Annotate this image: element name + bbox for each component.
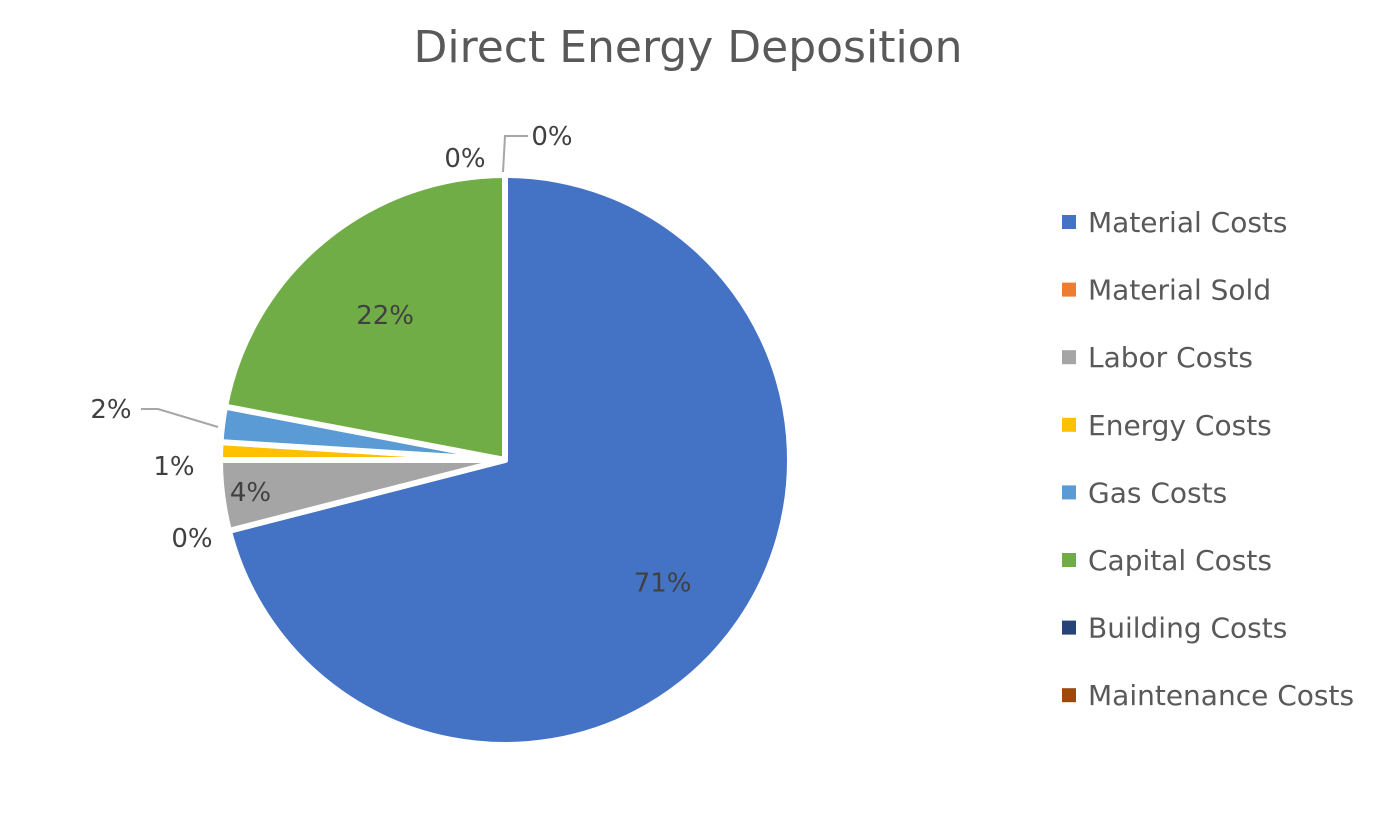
legend-swatch-gas-costs [1062, 485, 1076, 500]
legend-swatch-maintenance-costs [1062, 688, 1076, 703]
legend-swatch-capital-costs [1062, 553, 1076, 567]
legend-label-energy-costs: Energy Costs [1088, 409, 1272, 442]
leader-line-gas-costs [141, 408, 219, 428]
legend-swatch-material-sold [1062, 282, 1076, 297]
data-label-labor-costs: 4% [230, 478, 271, 508]
legend-swatch-material-costs [1062, 215, 1076, 229]
legend-label-material-costs: Material Costs [1088, 206, 1288, 239]
legend: Material Costs Material Sold Labor Costs En… [1062, 206, 1354, 712]
data-label-material-sold: 0% [531, 122, 572, 152]
data-label-maintenance-costs: 0% [171, 524, 212, 554]
data-label-building-costs: 0% [444, 144, 485, 174]
chart-title: Direct Energy Deposition [414, 22, 963, 73]
pie-slices [216, 172, 793, 748]
leader-line-material-sold [502, 135, 528, 173]
legend-label-capital-costs: Capital Costs [1088, 544, 1272, 577]
legend-label-maintenance-costs: Maintenance Costs [1088, 679, 1354, 712]
data-label-gas-costs: 2% [90, 395, 131, 425]
legend-swatch-labor-costs [1062, 350, 1076, 365]
legend-label-material-sold: Material Sold [1088, 274, 1271, 307]
leader-lines [141, 135, 528, 428]
data-label-material-costs: 71% [634, 568, 692, 598]
legend-swatch-energy-costs [1062, 417, 1076, 432]
legend-label-labor-costs: Labor Costs [1088, 341, 1253, 374]
legend-label-building-costs: Building Costs [1088, 612, 1287, 645]
slice-capital-costs [222, 172, 508, 463]
legend-swatch-building-costs [1062, 620, 1076, 635]
data-label-capital-costs: 22% [356, 301, 414, 331]
legend-label-gas-costs: Gas Costs [1088, 476, 1227, 509]
data-label-energy-costs: 1% [153, 452, 194, 482]
data-labels: 71% 0% 4% 1% 2% 22% 0% 0% [90, 122, 691, 598]
slice-material-costs [225, 172, 793, 748]
